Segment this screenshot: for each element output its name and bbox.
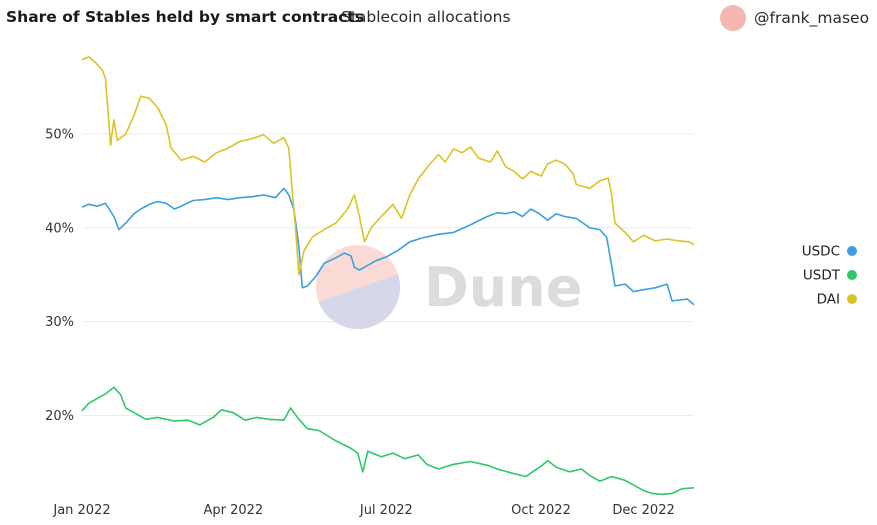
series-line-usdt[interactable] — [81, 386, 695, 496]
legend-item-usdc[interactable]: USDC — [802, 244, 857, 260]
y-tick-label: 30% — [45, 315, 74, 330]
x-axis-ticks: Jan 2022 Apr 2022 Jul 2022 Oct 2022 Dec 2022 — [52, 503, 674, 518]
x-tick-label: Dec 2022 — [612, 503, 674, 518]
legend-label: USDC — [802, 244, 840, 260]
legend-label: DAI — [817, 292, 840, 308]
y-tick-label: 20% — [45, 409, 74, 424]
legend: USDC USDT DAI — [802, 244, 857, 308]
legend-item-dai[interactable]: DAI — [817, 292, 857, 308]
legend-label: USDT — [803, 268, 841, 284]
legend-dot-icon — [847, 294, 857, 304]
author-link[interactable]: @frank_maseo — [720, 5, 869, 31]
chart-title: Share of Stables held by smart contracts — [6, 8, 365, 26]
series-line-usdc[interactable] — [81, 187, 695, 306]
watermark-text: Dune — [424, 256, 582, 319]
y-axis-ticks: 20% 30% 40% 50% — [45, 127, 74, 424]
author-name: @frank_maseo — [754, 9, 870, 27]
x-tick-label: Apr 2022 — [203, 503, 263, 518]
dune-logo-icon — [316, 245, 400, 329]
x-tick-label: Jan 2022 — [52, 503, 110, 518]
legend-dot-icon — [847, 270, 857, 280]
avatar — [720, 5, 746, 31]
legend-dot-icon — [847, 246, 857, 256]
y-tick-label: 50% — [45, 127, 74, 142]
x-tick-label: Jul 2022 — [359, 503, 413, 518]
y-tick-label: 40% — [45, 221, 74, 236]
chart-header: Share of Stables held by smart contracts… — [0, 0, 877, 36]
chart-subtitle: Stablecoin allocations — [341, 8, 511, 26]
legend-item-usdt[interactable]: USDT — [803, 268, 857, 284]
x-tick-label: Oct 2022 — [511, 503, 571, 518]
series-line-dai[interactable] — [81, 56, 695, 276]
series-lines — [81, 56, 695, 496]
